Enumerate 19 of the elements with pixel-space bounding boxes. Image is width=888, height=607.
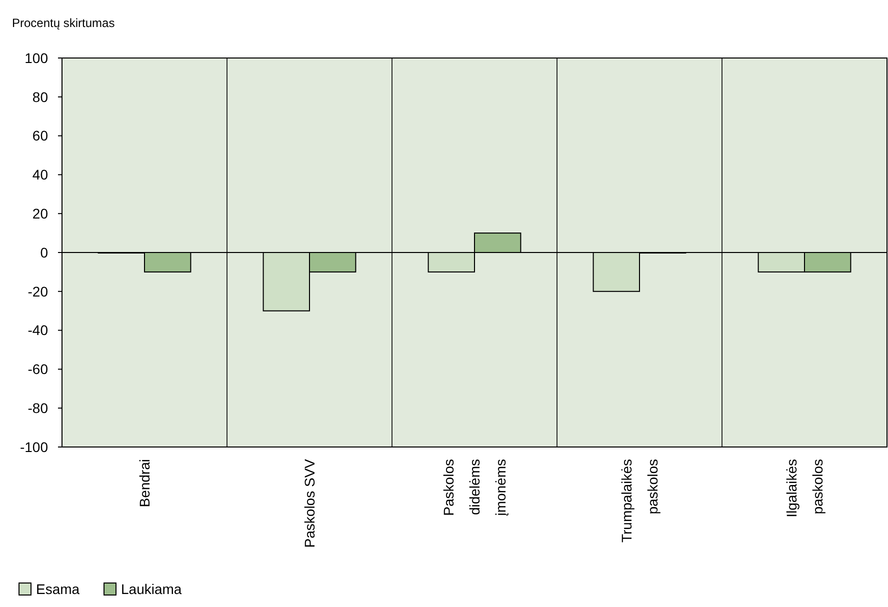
y-tick-label: -20: [28, 283, 48, 300]
y-tick-label: -80: [28, 400, 48, 416]
x-tick-label: Trumpalaikės paskolos: [618, 459, 660, 543]
y-tick-label: -60: [28, 361, 48, 378]
y-tick-label: 0: [40, 244, 48, 260]
y-tick-label: 20: [32, 206, 48, 222]
y-tick-label: 40: [32, 166, 48, 183]
y-tick-label: 60: [32, 128, 48, 144]
y-tick-label: -100: [20, 438, 48, 455]
y-tick-label: -40: [28, 322, 48, 338]
x-tick-label: Ilgalaikės paskolos: [784, 459, 826, 518]
x-tick-label: Paskolos SVV: [302, 458, 318, 548]
x-tick-label: Paskolos didelėms įmonėms: [440, 459, 508, 516]
y-tick-label: 80: [32, 88, 48, 105]
chart-title: Procentų skirtumas: [12, 16, 115, 30]
y-tick-label: 100: [24, 50, 48, 66]
x-tick-label: Bendrai: [136, 459, 152, 508]
legend-label: Esama: [36, 581, 80, 597]
legend-label: Laukiama: [121, 581, 182, 597]
